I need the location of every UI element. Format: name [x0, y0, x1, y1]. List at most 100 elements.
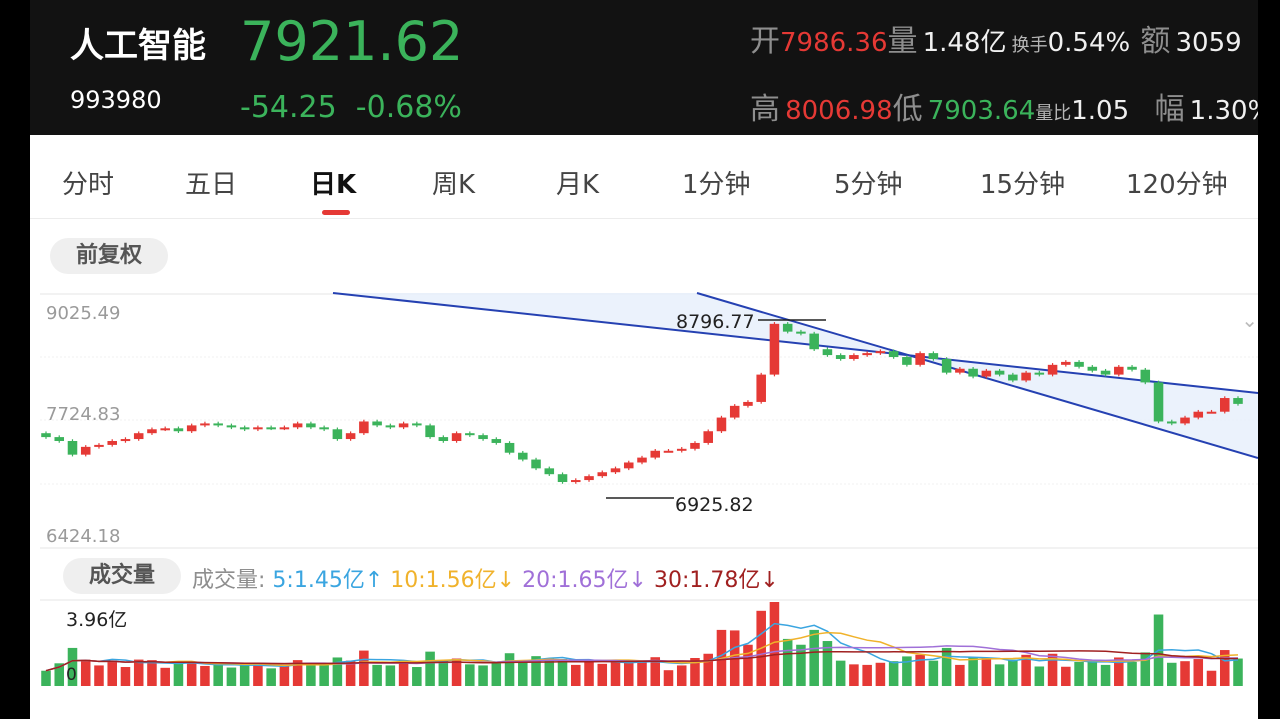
volume-bar — [319, 664, 329, 686]
quote-header: 人工智能 993980 7921.62 -54.25 -0.68% 开7986.… — [30, 0, 1258, 135]
volume-bar — [67, 647, 78, 686]
channel-fill — [333, 293, 1258, 458]
vol-ma10: 10:1.56亿↓ — [390, 568, 516, 593]
volume-bar — [372, 664, 382, 686]
candle-body — [41, 433, 51, 438]
candle-body — [809, 333, 819, 350]
candle-body — [253, 427, 263, 430]
candle-body — [54, 437, 65, 442]
candle-body — [213, 423, 223, 426]
volume-bar — [425, 651, 435, 686]
candle-body — [994, 370, 1005, 375]
volume-bars-layer — [41, 602, 1243, 686]
volume-bar — [650, 657, 661, 686]
tab-5-minute[interactable]: 5分钟 — [834, 170, 903, 200]
tab-weekly-k[interactable]: 周K — [432, 170, 476, 200]
tab-15-minute[interactable]: 15分钟 — [980, 170, 1066, 200]
candle-body — [862, 353, 872, 356]
candle-body — [160, 428, 170, 431]
y-tick-top: 9025.49 — [46, 303, 120, 324]
volume-bar — [690, 658, 700, 686]
volume-chart[interactable]: 3.96亿 0 — [30, 596, 1258, 691]
volume-bar — [584, 660, 594, 686]
volume-bar — [94, 665, 104, 686]
volume-bar — [1180, 661, 1190, 686]
change-percent: -0.68% — [355, 90, 462, 125]
candle-body — [359, 421, 369, 434]
tab-five-day[interactable]: 五日 — [185, 170, 238, 200]
candle-body — [332, 429, 343, 440]
candle-body — [412, 423, 422, 426]
volume-bar — [451, 658, 462, 686]
y-tick-bottom: 6424.18 — [46, 526, 120, 547]
candle-body — [478, 435, 488, 440]
volume-bar — [306, 663, 316, 686]
candle-body — [226, 425, 237, 428]
candle-body — [1100, 370, 1111, 375]
candle-body — [743, 401, 753, 406]
candle-body — [1140, 369, 1151, 383]
volume-bar — [928, 660, 939, 686]
volume-bar — [796, 644, 806, 686]
candle-body — [610, 468, 621, 473]
tab-monthly-k[interactable]: 月K — [556, 170, 600, 200]
volume-bar — [398, 660, 409, 686]
candle-body — [80, 446, 91, 455]
tab-intraday[interactable]: 分时 — [62, 170, 115, 200]
candle-body — [690, 442, 700, 449]
candlestick-chart[interactable]: 9025.49 7724.83 6424.18 8796.77 6925.82 — [30, 280, 1258, 552]
volume-bar — [80, 659, 91, 686]
candle-body — [769, 323, 780, 375]
adjust-mode-button[interactable]: 前复权 — [50, 238, 168, 274]
metrics-row-1: 开7986.36量 1.48亿 换手0.54% 额 3059 — [750, 16, 1242, 60]
stock-code: 993980 — [70, 86, 162, 114]
volume-bar — [1127, 661, 1137, 686]
candle-body — [465, 433, 475, 436]
volume-bar — [120, 667, 131, 686]
volume-bar — [359, 650, 369, 686]
candle-body — [1114, 366, 1124, 375]
volume-bar — [1008, 659, 1018, 686]
tab-1-minute[interactable]: 1分钟 — [682, 170, 751, 200]
volume-bar — [1114, 657, 1124, 686]
arrow-down-icon: ↓ — [496, 568, 516, 593]
tab-120-minute[interactable]: 120分钟 — [1126, 170, 1228, 200]
volume-bar — [1074, 661, 1084, 686]
candle-body — [1021, 372, 1031, 381]
candle-body — [1047, 364, 1058, 375]
candle-body — [186, 425, 197, 432]
candle-body — [676, 448, 687, 451]
volume-indicator-button[interactable]: 成交量 — [63, 558, 181, 594]
amount-label: 额 — [1140, 24, 1171, 59]
price-change: -54.25 -0.68% — [240, 90, 462, 125]
candle-body — [1087, 366, 1098, 371]
volume-bar — [465, 664, 475, 686]
volume-bar — [1140, 652, 1151, 686]
candle-body — [650, 450, 661, 458]
volume-bar — [743, 644, 753, 686]
volume-bar — [902, 656, 912, 686]
chevron-down-icon[interactable]: ⌄ — [1241, 308, 1258, 332]
candle-body — [266, 427, 276, 430]
volume-bar — [544, 658, 555, 686]
candle-body — [875, 351, 886, 354]
volume-bar — [1061, 666, 1071, 686]
candle-body — [1153, 382, 1164, 422]
candle-body — [955, 368, 965, 373]
volume-bar — [213, 663, 223, 686]
candle-body — [531, 459, 541, 469]
candle-body — [849, 355, 859, 359]
volume-bar — [491, 663, 502, 686]
arrow-down-icon: ↓ — [628, 568, 647, 593]
candle-body — [107, 441, 117, 445]
candle-body — [451, 433, 462, 442]
low-annotation-label: 6925.82 — [675, 494, 754, 516]
candle-body — [941, 358, 952, 373]
high-label: 高 — [750, 92, 780, 127]
volume-bar — [292, 660, 303, 686]
volume-bar — [1087, 661, 1098, 686]
tab-daily-k[interactable]: 日K — [310, 170, 357, 200]
candle-body — [835, 355, 846, 359]
candle-body — [306, 423, 316, 428]
volume-bar — [888, 661, 899, 686]
